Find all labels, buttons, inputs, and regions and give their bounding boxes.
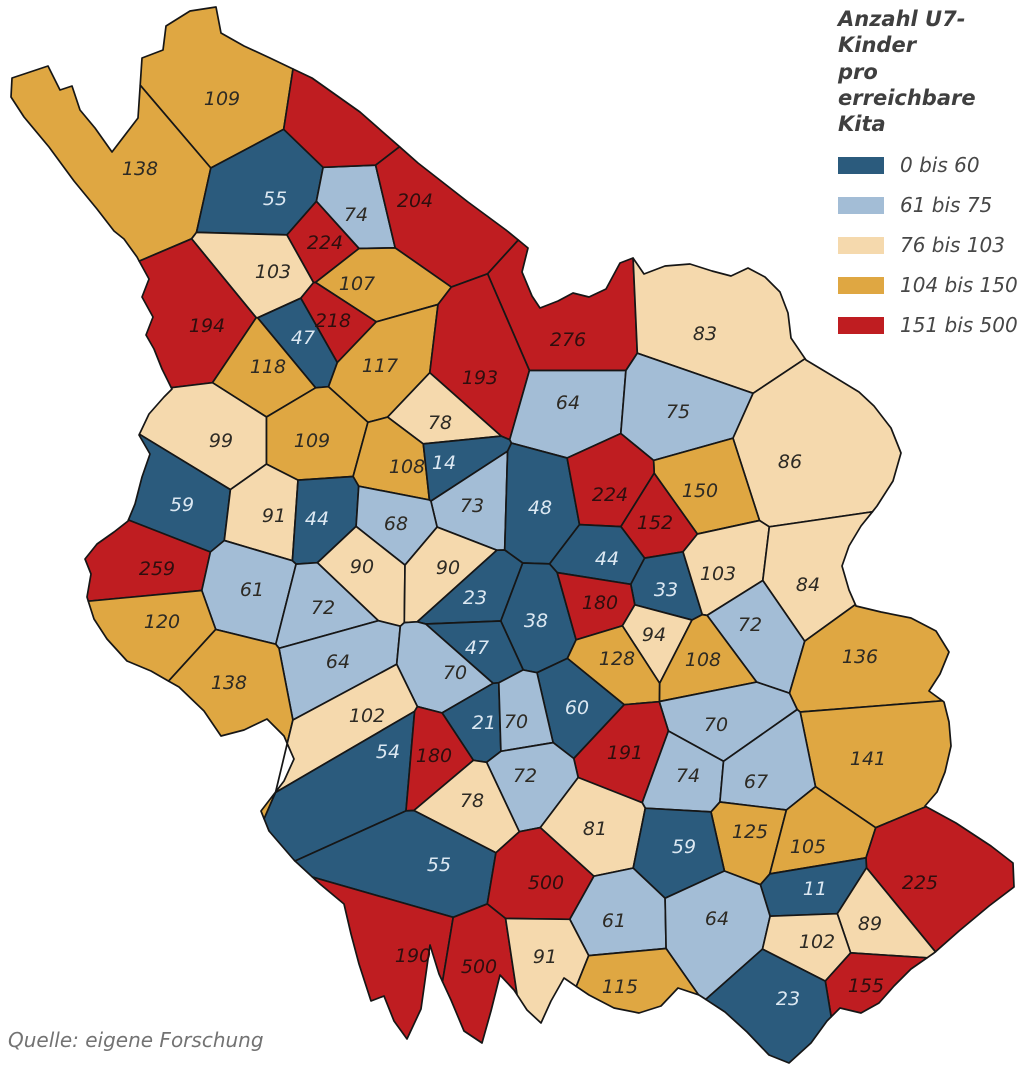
district-region-84 (761, 510, 874, 643)
legend-title: Anzahl U7-Kinder pro erreichbare Kita (838, 6, 1018, 137)
legend-swatch (838, 156, 884, 174)
district-region-190 (311, 876, 455, 1040)
source-note: Quelle: eigene Forschung (8, 1028, 264, 1052)
legend-item-label: 76 bis 103 (900, 233, 1006, 258)
district-region-155 (824, 952, 928, 1018)
district-region-91 (504, 917, 590, 1024)
legend-swatch (838, 316, 884, 334)
legend-item-label: 151 bis 500 (900, 313, 1018, 338)
legend-title-line2: pro erreichbare Kita (838, 59, 976, 137)
district-region-204 (282, 68, 401, 169)
district-region-225 (865, 805, 1015, 953)
legend-item: 104 bis 150 (838, 273, 1018, 297)
legend-swatch (838, 236, 884, 254)
legend-item: 61 bis 75 (838, 193, 1018, 217)
legend-item: 76 bis 103 (838, 233, 1018, 257)
district-region-23 (704, 948, 833, 1064)
legend-item-label: 0 bis 60 (900, 153, 980, 178)
legend-title-line1: Anzahl U7-Kinder (838, 7, 966, 58)
legend-swatch (838, 196, 884, 214)
district-region-138 (167, 628, 294, 820)
district-region-120 (87, 589, 217, 682)
legend-swatch (838, 276, 884, 294)
district-region-115 (575, 947, 700, 1014)
legend-item: 151 bis 500 (838, 313, 1018, 337)
legend-item-label: 104 bis 150 (900, 273, 1018, 298)
legend-item: 0 bis 60 (838, 153, 1018, 177)
district-region-500 (441, 903, 518, 1044)
legend-item-label: 61 bis 75 (900, 193, 993, 218)
legend: Anzahl U7-Kinder pro erreichbare Kita 0 … (838, 6, 1018, 337)
